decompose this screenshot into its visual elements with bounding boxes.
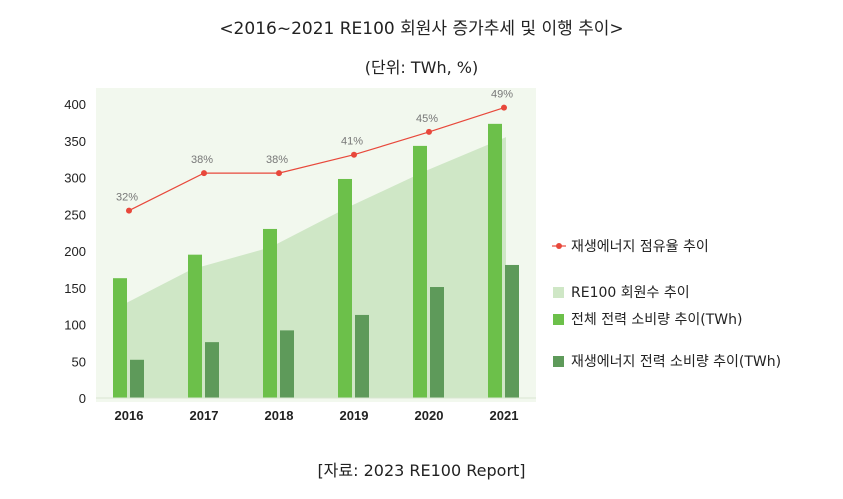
x-tick-label: 2020	[415, 408, 444, 423]
bar-renewable-consumption	[205, 342, 219, 398]
point-renewable-share	[351, 151, 357, 158]
bar-total-consumption	[488, 123, 502, 398]
chart-source: [자료: 2023 RE100 Report]	[317, 461, 526, 480]
bar-total-consumption	[113, 278, 127, 398]
data-label-renewable-share: 49%	[491, 89, 513, 101]
bar-renewable-consumption	[505, 264, 519, 398]
legend-label-renewable-consumption: 재생에너지 전력 소비량 추이(TWh)	[571, 354, 781, 370]
point-renewable-share	[501, 104, 507, 111]
y-tick-label: 350	[64, 134, 86, 149]
chart-title: <2016~2021 RE100 회원사 증가추세 및 이행 추이>	[219, 19, 624, 39]
y-tick-label: 250	[64, 207, 86, 222]
y-tick-label: 50	[72, 354, 86, 369]
data-label-renewable-share: 41%	[341, 136, 363, 148]
legend-label-re100-members: RE100 회원수 추이	[571, 285, 690, 301]
bar-total-consumption	[263, 228, 277, 398]
data-label-renewable-share: 38%	[191, 154, 213, 166]
point-renewable-share	[126, 207, 132, 214]
legend-renewable-swatch	[553, 356, 564, 367]
chart-unit: (단위: TWh, %)	[364, 58, 479, 77]
data-label-renewable-share: 32%	[116, 192, 138, 204]
bar-total-consumption	[338, 178, 352, 398]
legend-label-renewable-share: 재생에너지 점유율 추이	[571, 239, 709, 255]
data-label-renewable-share: 45%	[416, 113, 438, 125]
line-renewable-share	[128, 107, 505, 212]
point-renewable-share	[201, 170, 207, 177]
legend-area-swatch	[553, 287, 564, 298]
legend-total-swatch	[553, 314, 564, 325]
bar-renewable-consumption	[280, 330, 294, 398]
data-label-renewable-share: 38%	[266, 154, 288, 166]
bar-total-consumption	[413, 145, 427, 398]
bar-renewable-consumption	[355, 314, 369, 398]
x-tick-label: 2016	[115, 408, 144, 423]
x-tick-label: 2021	[490, 408, 519, 423]
x-tick-label: 2018	[265, 408, 294, 423]
point-renewable-share	[276, 170, 282, 177]
y-tick-label: 0	[79, 391, 86, 406]
bar-renewable-consumption	[430, 287, 444, 398]
legend-line-marker	[556, 243, 562, 249]
bar-renewable-consumption	[130, 359, 144, 398]
bar-total-consumption	[188, 254, 202, 398]
point-renewable-share	[426, 128, 432, 135]
x-tick-label: 2017	[190, 408, 219, 423]
y-tick-label: 400	[64, 97, 86, 112]
legend-label-total-consumption: 전체 전력 소비량 추이(TWh)	[571, 312, 742, 328]
y-tick-label: 150	[64, 281, 86, 296]
y-tick-label: 100	[64, 318, 86, 333]
y-tick-label: 200	[64, 244, 86, 259]
area-re100-members	[113, 137, 506, 398]
x-tick-label: 2019	[340, 408, 369, 423]
y-tick-label: 300	[64, 171, 86, 186]
